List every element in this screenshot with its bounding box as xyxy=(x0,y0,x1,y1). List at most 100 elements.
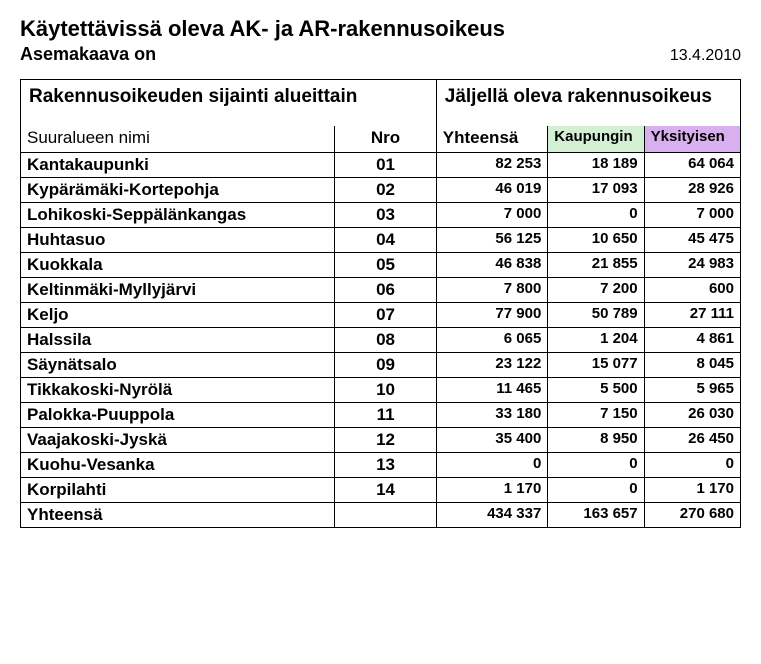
totals-private: 270 680 xyxy=(644,503,740,528)
totals-total: 434 337 xyxy=(436,503,548,528)
totals-city: 163 657 xyxy=(548,503,644,528)
row-private: 26 450 xyxy=(644,428,740,453)
row-city: 1 204 xyxy=(548,328,644,353)
row-total: 11 465 xyxy=(436,378,548,403)
row-total: 35 400 xyxy=(436,428,548,453)
table-row: Kantakaupunki0182 25318 18964 064 xyxy=(21,153,741,178)
row-city: 5 500 xyxy=(548,378,644,403)
table-row: Huhtasuo0456 12510 65045 475 xyxy=(21,228,741,253)
row-name: Kantakaupunki xyxy=(21,153,335,178)
row-total: 7 000 xyxy=(436,203,548,228)
row-name: Korpilahti xyxy=(21,478,335,503)
row-name: Keltinmäki-Myllyjärvi xyxy=(21,278,335,303)
table-row: Lohikoski-Seppälänkangas037 00007 000 xyxy=(21,203,741,228)
totals-name: Yhteensä xyxy=(21,503,335,528)
row-city: 15 077 xyxy=(548,353,644,378)
row-nro: 05 xyxy=(335,253,436,278)
row-nro: 13 xyxy=(335,453,436,478)
header-city: Kaupungin xyxy=(548,126,644,153)
row-city: 50 789 xyxy=(548,303,644,328)
row-name: Keljo xyxy=(21,303,335,328)
table-row: Tikkakoski-Nyrölä1011 4655 5005 965 xyxy=(21,378,741,403)
row-nro: 14 xyxy=(335,478,436,503)
row-name: Vaajakoski-Jyskä xyxy=(21,428,335,453)
row-total: 7 800 xyxy=(436,278,548,303)
row-name: Kuohu-Vesanka xyxy=(21,453,335,478)
row-city: 7 150 xyxy=(548,403,644,428)
header-total: Yhteensä xyxy=(436,126,548,153)
subtitle: Asemakaava on xyxy=(20,44,156,65)
row-total: 46 019 xyxy=(436,178,548,203)
table-row: Keljo0777 90050 78927 111 xyxy=(21,303,741,328)
row-name: Säynätsalo xyxy=(21,353,335,378)
row-private: 27 111 xyxy=(644,303,740,328)
row-private: 24 983 xyxy=(644,253,740,278)
row-city: 8 950 xyxy=(548,428,644,453)
row-private: 8 045 xyxy=(644,353,740,378)
row-private: 45 475 xyxy=(644,228,740,253)
header-area-name: Suuralueen nimi xyxy=(21,126,335,153)
table-row: Säynätsalo0923 12215 0778 045 xyxy=(21,353,741,378)
table-row: Halssila086 0651 2044 861 xyxy=(21,328,741,353)
page-title: Käytettävissä oleva AK- ja AR-rakennusoi… xyxy=(20,16,741,42)
row-nro: 04 xyxy=(335,228,436,253)
table-body: Kantakaupunki0182 25318 18964 064Kypäräm… xyxy=(21,153,741,528)
row-private: 64 064 xyxy=(644,153,740,178)
row-city: 7 200 xyxy=(548,278,644,303)
row-city: 10 650 xyxy=(548,228,644,253)
row-name: Palokka-Puuppola xyxy=(21,403,335,428)
table-row: Vaajakoski-Jyskä1235 4008 95026 450 xyxy=(21,428,741,453)
row-nro: 10 xyxy=(335,378,436,403)
row-nro: 02 xyxy=(335,178,436,203)
row-name: Halssila xyxy=(21,328,335,353)
table-row: Korpilahti141 17001 170 xyxy=(21,478,741,503)
row-private: 28 926 xyxy=(644,178,740,203)
row-city: 18 189 xyxy=(548,153,644,178)
totals-nro xyxy=(335,503,436,528)
row-nro: 06 xyxy=(335,278,436,303)
row-nro: 12 xyxy=(335,428,436,453)
header-remaining: Jäljellä oleva rakennusoikeus xyxy=(436,80,740,127)
row-total: 0 xyxy=(436,453,548,478)
header-nro: Nro xyxy=(335,126,436,153)
header-private: Yksityisen xyxy=(644,126,740,153)
row-nro: 08 xyxy=(335,328,436,353)
row-total: 46 838 xyxy=(436,253,548,278)
row-private: 5 965 xyxy=(644,378,740,403)
row-city: 0 xyxy=(548,478,644,503)
row-total: 56 125 xyxy=(436,228,548,253)
row-nro: 07 xyxy=(335,303,436,328)
row-total: 1 170 xyxy=(436,478,548,503)
row-name: Huhtasuo xyxy=(21,228,335,253)
row-total: 6 065 xyxy=(436,328,548,353)
row-private: 600 xyxy=(644,278,740,303)
table-totals-row: Yhteensä 434 337163 657270 680 xyxy=(21,503,741,528)
row-name: Tikkakoski-Nyrölä xyxy=(21,378,335,403)
row-name: Kypärämäki-Kortepohja xyxy=(21,178,335,203)
row-total: 23 122 xyxy=(436,353,548,378)
table-row: Keltinmäki-Myllyjärvi067 8007 200600 xyxy=(21,278,741,303)
row-nro: 03 xyxy=(335,203,436,228)
row-nro: 09 xyxy=(335,353,436,378)
row-city: 17 093 xyxy=(548,178,644,203)
row-nro: 11 xyxy=(335,403,436,428)
row-total: 77 900 xyxy=(436,303,548,328)
data-table: Rakennusoikeuden sijainti alueittain Jäl… xyxy=(20,79,741,528)
table-row: Kuokkala0546 83821 85524 983 xyxy=(21,253,741,278)
date: 13.4.2010 xyxy=(670,47,741,65)
subtitle-row: Asemakaava on 13.4.2010 xyxy=(20,44,741,65)
row-city: 0 xyxy=(548,203,644,228)
row-private: 26 030 xyxy=(644,403,740,428)
row-private: 7 000 xyxy=(644,203,740,228)
row-name: Lohikoski-Seppälänkangas xyxy=(21,203,335,228)
row-private: 1 170 xyxy=(644,478,740,503)
row-nro: 01 xyxy=(335,153,436,178)
row-city: 21 855 xyxy=(548,253,644,278)
table-row: Kuohu-Vesanka13000 xyxy=(21,453,741,478)
row-private: 0 xyxy=(644,453,740,478)
row-city: 0 xyxy=(548,453,644,478)
row-total: 82 253 xyxy=(436,153,548,178)
row-total: 33 180 xyxy=(436,403,548,428)
row-private: 4 861 xyxy=(644,328,740,353)
table-row: Kypärämäki-Kortepohja0246 01917 09328 92… xyxy=(21,178,741,203)
